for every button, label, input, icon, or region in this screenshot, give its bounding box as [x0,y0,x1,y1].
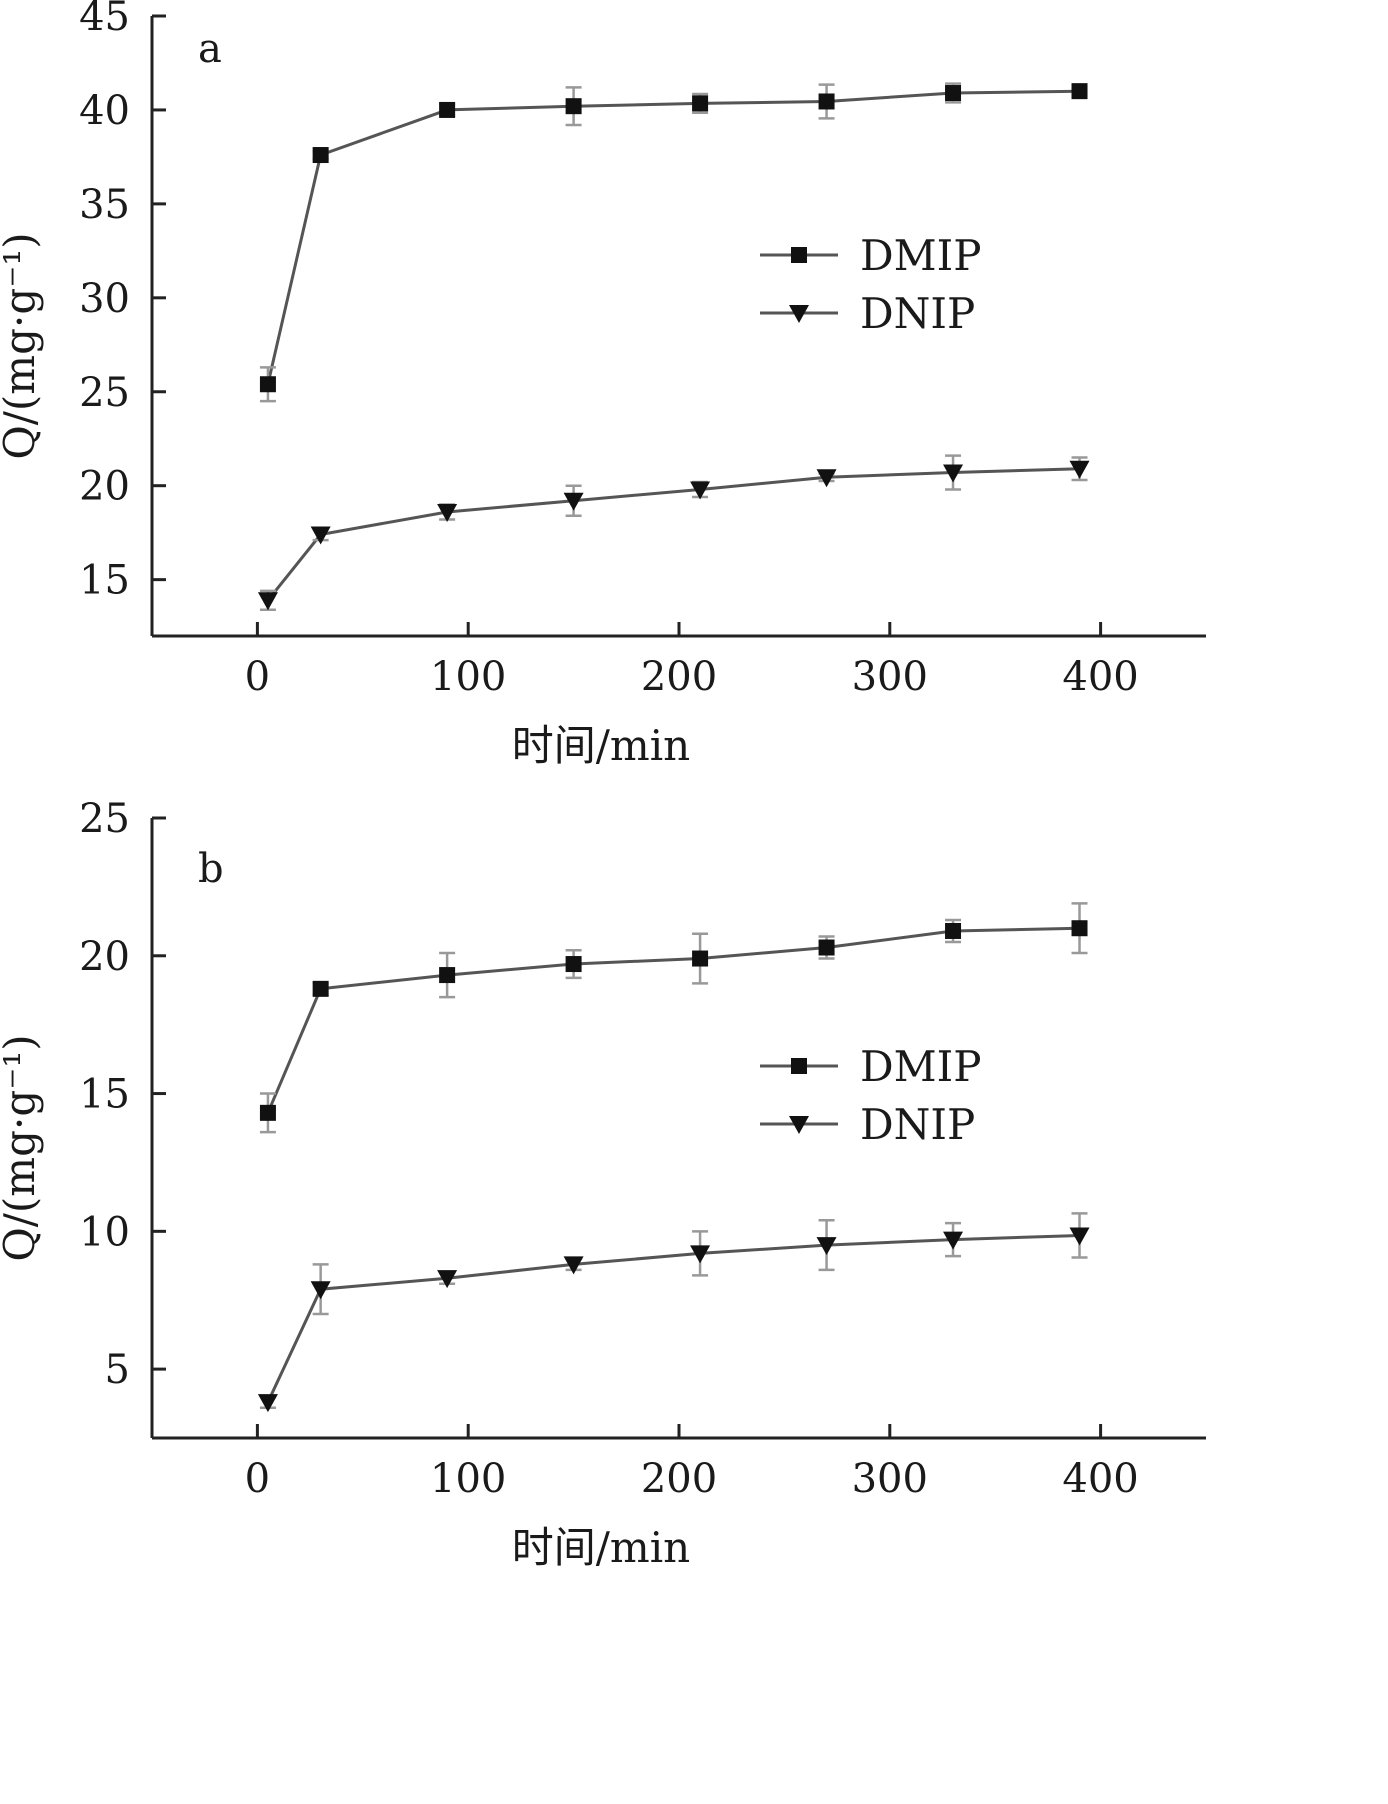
data-point [439,967,456,984]
chart-panel-b: 5 10 15 20 25 0 100 200 300 400 时间/min Q/(mg·g⁻¹) b D… [0,796,1206,1568]
panel-label: a [198,26,222,72]
data-point [692,95,709,112]
data-point [439,101,456,118]
series-line [266,89,1080,385]
x-axis-title: 时间/min [512,1523,690,1568]
legend-label: DNIP [860,289,975,338]
x-tick-label: 200 [641,654,717,700]
data-point [437,1270,458,1289]
legend-marker-square [791,1058,807,1074]
series-line [266,1234,1080,1403]
y-axis-title: Q/(mg·g⁻¹) [0,232,44,459]
series-dmip [259,82,1088,403]
data-point [310,1281,331,1300]
data-point [1069,460,1090,479]
data-point [563,492,584,511]
data-point [818,93,835,110]
data-point [1069,1227,1090,1246]
data-point [257,1394,278,1413]
data-point [437,504,458,522]
series-line [266,467,1080,602]
x-tick-label: 300 [852,654,928,700]
y-tick-label: 45 [79,0,130,40]
data-point [943,464,964,483]
y-tick-label: 40 [79,88,130,134]
data-point [312,980,329,997]
y-axis-title: Q/(mg·g⁻¹) [0,1034,44,1261]
data-point [312,147,329,164]
data-point [943,1231,964,1250]
series-line [266,926,1080,1114]
y-tick-label: 35 [79,182,130,228]
chart-panel-a: 15 20 25 30 35 40 45 0 100 200 300 400 时间/min Q/(mg·g… [0,0,1206,770]
y-tick-label: 20 [79,464,130,510]
data-point [818,939,835,956]
y-tick-label: 25 [79,796,130,842]
panel-label: b [198,846,224,892]
data-point [690,481,711,500]
y-tick-label: 10 [79,1209,130,1255]
data-point [945,85,962,102]
x-tick-label: 300 [852,1456,928,1502]
legend-label: DMIP [860,231,982,280]
y-tick-label: 15 [79,558,130,604]
data-point [816,469,837,488]
data-point [257,592,278,611]
legend-label: DNIP [860,1100,975,1149]
series-dnip [257,454,1090,611]
data-point [563,1256,584,1275]
y-tick-label: 30 [79,276,130,322]
legend-marker-triangle [789,305,809,323]
x-tick-label: 0 [245,1456,270,1502]
legend-marker-triangle [789,1116,809,1134]
series-dnip [257,1212,1090,1413]
data-point [1071,920,1088,937]
y-tick-label: 20 [79,934,130,980]
data-point [259,376,276,393]
y-tick-label: 15 [79,1072,130,1118]
data-point [816,1237,837,1256]
data-point [259,1104,276,1121]
series-dmip [259,902,1088,1134]
x-tick-label: 400 [1062,654,1138,700]
x-tick-label: 0 [245,654,270,700]
data-point [945,922,962,939]
x-tick-label: 100 [430,1456,506,1502]
x-tick-label: 200 [641,1456,717,1502]
legend-marker-square [791,247,807,263]
data-point [310,526,331,545]
data-point [565,956,582,973]
x-tick-label: 100 [430,654,506,700]
data-point [1071,83,1088,100]
legend-label: DMIP [860,1042,982,1091]
data-point [690,1245,711,1264]
data-point [565,98,582,115]
y-tick-label: 5 [105,1347,130,1393]
data-point [692,950,709,967]
x-tick-label: 400 [1062,1456,1138,1502]
y-tick-label: 25 [79,370,130,416]
x-axis-title: 时间/min [512,721,690,770]
